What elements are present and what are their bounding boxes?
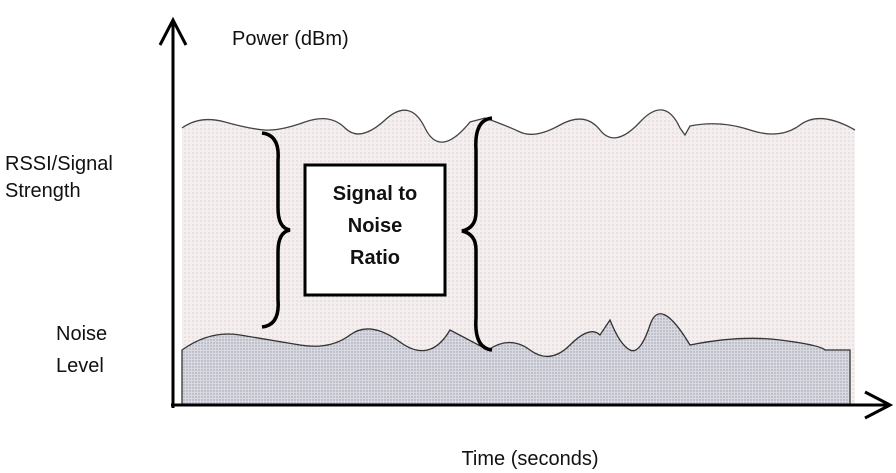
y-arrow (158, 16, 188, 46)
y-axis-label: Power (dBm) (232, 28, 349, 50)
brace-left (261, 131, 291, 329)
box-text: Ratio (350, 247, 400, 269)
noise-label: Level (56, 355, 104, 377)
signal-label: RSSI/Signal (5, 153, 113, 175)
noise-region (181, 313, 851, 406)
box-text: Signal to (333, 183, 417, 205)
signal-label: Strength (5, 180, 81, 202)
signal-line (181, 109, 856, 143)
ratio-box (303, 163, 447, 297)
x-arrow (864, 390, 894, 420)
brace-right (461, 116, 493, 352)
box-text: Noise (348, 215, 402, 237)
noise-label: Noise (56, 323, 107, 345)
x-axis-label: Time (seconds) (461, 448, 598, 470)
